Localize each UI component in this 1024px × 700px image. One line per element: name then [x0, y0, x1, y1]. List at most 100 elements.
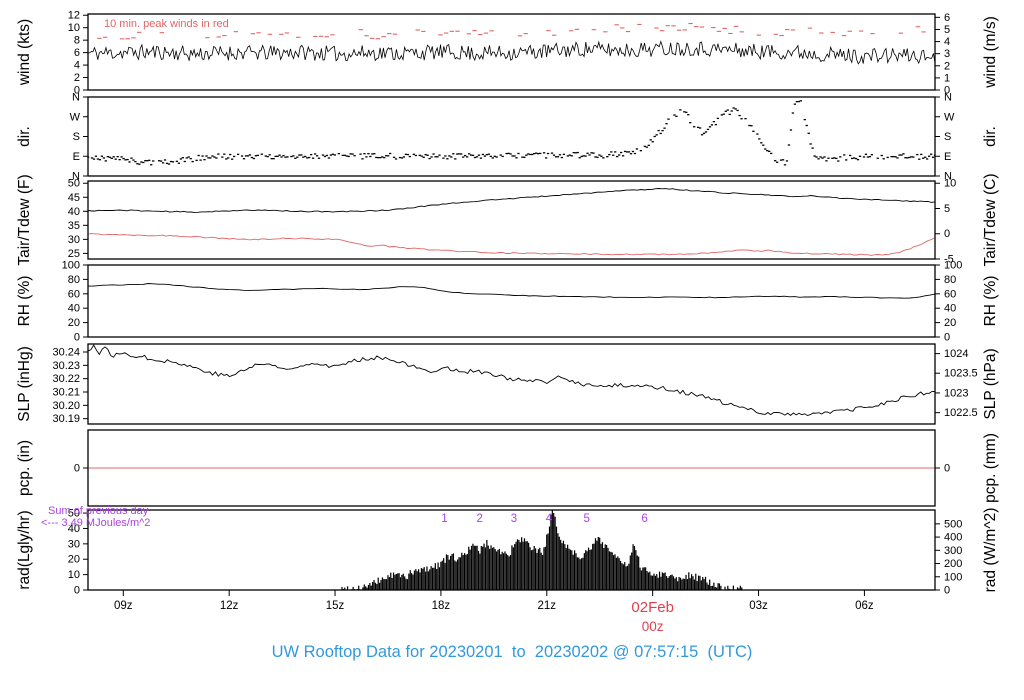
- tair-trace: [88, 188, 935, 213]
- wind-avg-trace: [88, 40, 935, 65]
- y-tick-label-right: 400: [944, 532, 962, 544]
- wind-dir-point: [629, 153, 633, 155]
- wind-dir-point: [835, 157, 838, 160]
- solar-rad-bar: [405, 578, 407, 590]
- solar-rad-bar: [498, 548, 501, 590]
- wind-dir-point: [730, 110, 733, 112]
- panel-rh: 0 20 40 60 80 100 0 20 40 60 80 100 RH (%) RH (%): [16, 260, 999, 344]
- wind-dir-point: [398, 156, 402, 159]
- solar-rad-bar: [445, 554, 448, 590]
- y-tick-label-left: 45: [68, 192, 80, 204]
- solar-rad-bar: [626, 565, 629, 590]
- solar-rad-bar: [610, 551, 612, 590]
- wind-dir-point: [659, 132, 662, 135]
- solar-rad-bar: [411, 573, 413, 590]
- y-tick-label-right: 100: [944, 571, 962, 583]
- solar-rad-bar: [430, 566, 432, 590]
- y-tick-label-right: 40: [944, 303, 956, 315]
- solar-rad-bar: [606, 544, 608, 590]
- solar-rad-bar: [523, 538, 526, 590]
- wind-dir-point: [452, 153, 455, 155]
- wind-dir-point: [248, 154, 252, 156]
- wind-dir-point: [572, 151, 575, 154]
- ylabel-left-dir: dir.: [16, 126, 33, 147]
- wind-dir-point: [586, 152, 589, 154]
- y-tick-label-left: 30.19: [52, 413, 80, 425]
- wind-dir-point: [213, 156, 216, 158]
- wind-dir-point: [130, 157, 133, 159]
- wind-dir-point: [223, 153, 226, 155]
- x-tick-label: 03z: [749, 600, 768, 612]
- wind-dir-point: [760, 142, 763, 144]
- wind-dir-point: [132, 159, 135, 161]
- solar-rad-bar: [618, 558, 620, 590]
- solar-rad-bar: [720, 585, 722, 590]
- wind-dir-point: [236, 153, 240, 156]
- y-tick-label-right: 100: [944, 260, 962, 272]
- y-tick-label-left: 30.20: [52, 400, 80, 412]
- wind-dir-point: [527, 153, 530, 155]
- wind-dir-point: [473, 156, 477, 159]
- wind-dir-point: [189, 157, 192, 160]
- wind-dir-point: [849, 154, 852, 157]
- wind-dir-point: [750, 125, 753, 127]
- wind-dir-point: [256, 154, 259, 157]
- solar-rad-bar: [628, 563, 630, 590]
- wind-dir-point: [819, 156, 822, 158]
- annotation-rad-5: 4: [546, 513, 553, 525]
- solar-rad-bar: [526, 541, 528, 590]
- wind-dir-point: [140, 161, 143, 163]
- solar-rad-bar: [677, 581, 679, 590]
- panel-series-slp: [88, 344, 935, 416]
- wind-dir-point: [306, 157, 309, 159]
- ylabel-left-wind: wind (kts): [16, 19, 33, 86]
- solar-rad-bar: [681, 579, 683, 590]
- wind-dir-point: [793, 103, 797, 105]
- solar-rad-bar: [366, 587, 368, 590]
- solar-rad-bar: [624, 562, 626, 590]
- solar-rad-bar: [594, 538, 597, 590]
- y-tick-label-right: W: [944, 111, 955, 123]
- slp-trace: [88, 344, 935, 416]
- wind-dir-point: [809, 143, 812, 145]
- solar-rad-bar: [678, 576, 680, 590]
- solar-rad-bar: [553, 513, 555, 590]
- wind-dir-point: [825, 160, 828, 162]
- wind-dir-point: [479, 157, 483, 159]
- wind-dir-point: [278, 154, 281, 156]
- y-tick-label-left: 0: [74, 585, 80, 597]
- wind-dir-point: [294, 157, 297, 159]
- wind-dir-point: [217, 153, 220, 155]
- solar-rad-bar: [419, 572, 421, 590]
- wind-dir-point: [260, 153, 263, 155]
- solar-rad-bar: [649, 571, 651, 590]
- solar-rad-bar: [490, 545, 492, 590]
- y-tick-label-right: N: [944, 92, 952, 104]
- wind-dir-point: [598, 154, 601, 156]
- wind-dir-point: [201, 155, 204, 157]
- wind-dir-point: [529, 153, 532, 156]
- solar-rad-bar: [470, 545, 473, 590]
- wind-dir-point: [406, 153, 410, 156]
- wind-dir-point: [400, 157, 404, 159]
- solar-rad-bar: [671, 574, 673, 590]
- solar-rad-bar: [377, 577, 379, 590]
- solar-rad-bar: [423, 567, 425, 590]
- solar-rad-bar: [352, 586, 354, 590]
- solar-rad-bar: [367, 584, 370, 590]
- y-tick-label-left: 6: [74, 47, 80, 59]
- wind-dir-point: [92, 158, 96, 160]
- wind-dir-point: [104, 160, 107, 162]
- solar-rad-bar: [638, 556, 640, 590]
- wind-dir-point: [231, 158, 234, 160]
- solar-rad-bar: [401, 574, 403, 590]
- wind-dir-point: [768, 150, 771, 153]
- wind-dir-point: [254, 155, 258, 157]
- solar-rad-bar: [728, 588, 730, 590]
- wind-dir-point: [197, 154, 200, 157]
- wind-dir-point: [426, 154, 429, 156]
- wind-dir-point: [351, 153, 354, 155]
- solar-rad-bar: [582, 557, 584, 590]
- wind-dir-point: [775, 161, 779, 163]
- solar-rad-bar: [417, 569, 420, 590]
